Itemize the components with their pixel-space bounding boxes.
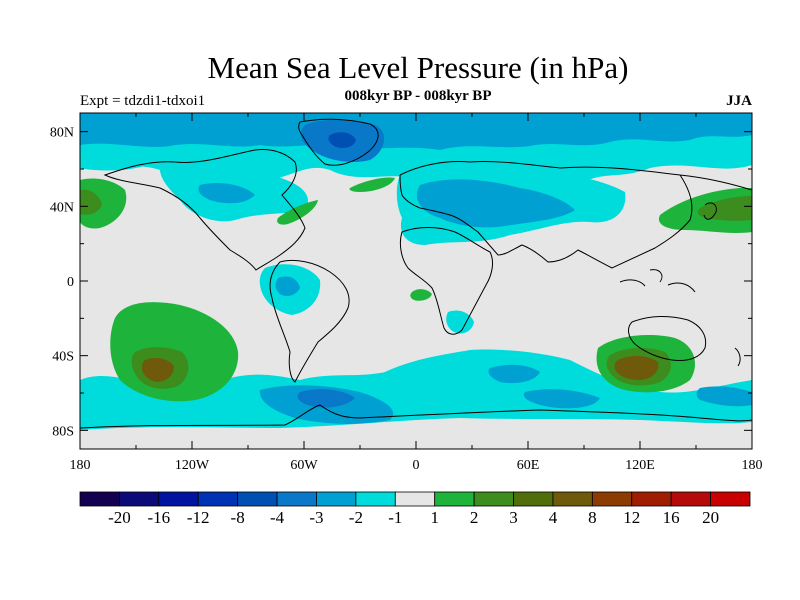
- antarctic-negative-deep: [297, 389, 355, 408]
- colorbar-swatch: [394, 491, 436, 507]
- colorbar-swatch: [670, 491, 711, 507]
- colorbar-label: 1: [430, 508, 439, 527]
- coastline-south-america: [269, 259, 350, 383]
- colorbar-swatch: [513, 491, 554, 507]
- colorbar-swatch: [591, 491, 633, 507]
- colorbar-label: -1: [388, 508, 402, 527]
- colorbar-label: -16: [147, 508, 170, 527]
- eurasia-negative-core: [416, 179, 575, 228]
- north-pacific-positive-core: [80, 189, 102, 215]
- south-america-negative-core: [275, 276, 300, 296]
- southern-ocean-negative-strip: [696, 386, 752, 407]
- coastline-greenland: [298, 118, 379, 166]
- lat-tick-label: 80N: [50, 126, 74, 141]
- lat-tick-label: 0: [67, 275, 74, 290]
- coastline-japan: [703, 202, 717, 220]
- axis-layer: 80N 40N 0 40S 80S 180 120W 60W 0 60E 120E 180: [50, 113, 763, 473]
- antarctic-land-field: [80, 418, 752, 449]
- north-atlantic-positive-strip: [349, 177, 395, 192]
- colorbar-label: 20: [702, 508, 719, 527]
- colorbar-label: 8: [588, 508, 597, 527]
- pressure-anomaly-field: [80, 113, 752, 449]
- coastline-australia: [628, 316, 707, 361]
- colorbar-label: -2: [349, 508, 363, 527]
- colorbar-swatch: [197, 491, 239, 507]
- coastlines: [80, 118, 752, 429]
- colorbar-swatch: [237, 491, 278, 507]
- chart-title: Mean Sea Level Pressure (in hPa): [207, 50, 629, 85]
- lon-tick-label: 180: [70, 458, 91, 473]
- colorbar-swatch: [316, 491, 357, 507]
- lon-tick-label: 0: [413, 458, 420, 473]
- arctic-negative-core: [80, 113, 752, 150]
- colorbar-label: 12: [623, 508, 640, 527]
- colorbar-swatch: [434, 491, 475, 507]
- colorbar-label: 2: [470, 508, 479, 527]
- coastline-africa: [399, 227, 494, 335]
- chart-subtitle: 008kyr BP - 008kyr BP: [344, 88, 492, 104]
- north-america-negative-core: [198, 183, 255, 204]
- colorbar-label: -4: [270, 508, 285, 527]
- colorbar-swatch: [473, 491, 514, 507]
- colorbar-label: 3: [509, 508, 518, 527]
- lat-tick-label: 40S: [52, 350, 74, 365]
- colorbar-swatch: [710, 491, 751, 507]
- experiment-label: Expt = tdzdi1-tdxoi1: [80, 93, 206, 109]
- east-pacific-positive-core: [142, 358, 174, 382]
- colorbar-swatch: [158, 491, 199, 507]
- colorbar-swatch: [552, 491, 593, 507]
- lat-tick-label: 40N: [50, 200, 74, 215]
- coastline-eurasia: [399, 161, 752, 269]
- season-label: JJA: [726, 93, 752, 109]
- coastline-indonesia: [619, 269, 696, 293]
- coastline-new-zealand: [734, 347, 741, 367]
- lon-tick-label: 120W: [175, 458, 210, 473]
- lon-tick-label: 120E: [625, 458, 655, 473]
- colorbar: -20 -16 -12 -8 -4 -3 -2 -1 1 2 3 4 8 12 16 20: [79, 491, 751, 527]
- south-indian-negative-core: [523, 389, 600, 409]
- lon-tick-label: 180: [742, 458, 763, 473]
- colorbar-swatch: [276, 491, 317, 507]
- west-pacific-positive-core: [697, 196, 752, 221]
- colorbar-label: -8: [231, 508, 245, 527]
- colorbar-label: 4: [549, 508, 558, 527]
- colorbar-swatch: [631, 491, 672, 507]
- greenland-negative-core: [328, 132, 356, 148]
- atlantic-equatorial-positive: [410, 289, 432, 301]
- colorbar-swatch: [355, 491, 396, 507]
- colorbar-label: -3: [309, 508, 323, 527]
- colorbar-label: -20: [108, 508, 131, 527]
- coastline-north-america: [103, 149, 306, 271]
- lon-tick-label: 60W: [290, 458, 318, 473]
- south-atlantic-negative-core: [488, 364, 540, 384]
- indian-ocean-positive-core: [614, 356, 659, 380]
- lon-tick-label: 60E: [517, 458, 540, 473]
- colorbar-label: -12: [187, 508, 210, 527]
- coastline-antarctica: [80, 404, 752, 429]
- north-pacific-positive: [80, 178, 127, 229]
- north-america-positive-strip: [277, 200, 318, 225]
- lat-tick-label: 80S: [52, 424, 74, 439]
- colorbar-label: 16: [663, 508, 680, 527]
- south-africa-negative: [446, 310, 474, 334]
- colorbar-swatch: [119, 491, 160, 507]
- colorbar-swatch: [79, 491, 120, 507]
